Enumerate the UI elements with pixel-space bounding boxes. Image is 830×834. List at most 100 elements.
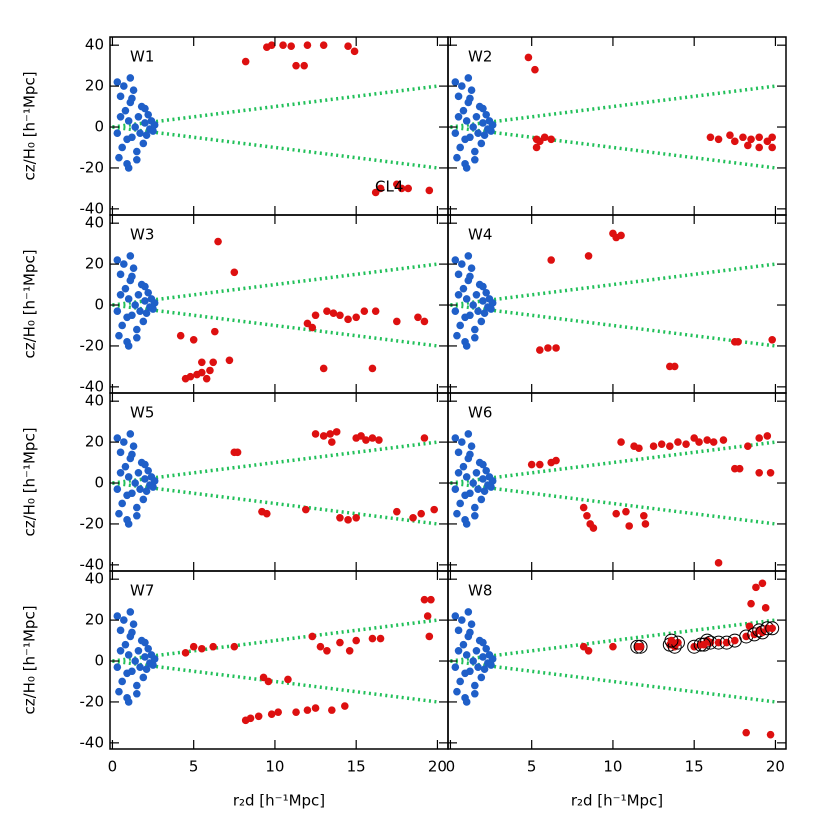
point xyxy=(134,646,143,655)
point xyxy=(198,368,206,377)
point-ring xyxy=(765,621,780,636)
point xyxy=(133,503,141,512)
point xyxy=(124,164,133,172)
point xyxy=(456,499,464,508)
point xyxy=(467,620,476,628)
point xyxy=(635,444,643,453)
point xyxy=(341,702,349,710)
point xyxy=(116,646,125,655)
point xyxy=(344,516,352,524)
point xyxy=(115,153,123,162)
point xyxy=(124,295,133,303)
point xyxy=(142,131,151,140)
point xyxy=(474,307,482,315)
point xyxy=(758,579,767,588)
point xyxy=(311,430,320,438)
point xyxy=(714,559,723,567)
point xyxy=(279,41,287,49)
point xyxy=(316,642,325,651)
panel-label: W2 xyxy=(468,48,492,66)
point xyxy=(454,290,463,299)
panel-label: W5 xyxy=(130,404,154,422)
point xyxy=(368,364,377,373)
point xyxy=(115,509,123,518)
point xyxy=(451,78,460,86)
point xyxy=(319,432,328,440)
point xyxy=(142,309,151,318)
point xyxy=(579,503,588,512)
point xyxy=(362,436,370,444)
point xyxy=(462,473,471,481)
point xyxy=(123,313,131,322)
point xyxy=(124,520,133,528)
point xyxy=(722,638,731,647)
point xyxy=(128,450,136,459)
panel-label: W8 xyxy=(468,582,492,600)
point xyxy=(469,657,477,665)
point xyxy=(666,442,674,450)
point xyxy=(532,143,541,152)
point xyxy=(458,260,466,268)
point xyxy=(141,282,149,291)
y-tick-label: 0 xyxy=(94,474,104,492)
point xyxy=(124,651,133,659)
point xyxy=(118,321,126,330)
point xyxy=(409,514,417,522)
point xyxy=(480,487,489,496)
point xyxy=(469,123,477,131)
point xyxy=(480,131,489,140)
point xyxy=(755,143,763,152)
point xyxy=(456,143,464,152)
point xyxy=(246,714,255,723)
point xyxy=(129,86,138,94)
point xyxy=(464,430,473,438)
point xyxy=(734,338,742,346)
point xyxy=(120,260,128,268)
point xyxy=(404,184,412,193)
point xyxy=(464,608,473,616)
point xyxy=(456,677,464,686)
point xyxy=(768,336,776,344)
point xyxy=(735,464,744,473)
point xyxy=(462,698,471,706)
point xyxy=(371,307,380,315)
point xyxy=(552,344,560,352)
point xyxy=(202,374,211,383)
point xyxy=(149,127,157,135)
point xyxy=(466,272,474,281)
point xyxy=(144,644,152,653)
point xyxy=(336,514,344,522)
point xyxy=(128,628,136,637)
point xyxy=(267,41,276,49)
point xyxy=(584,646,593,655)
point xyxy=(479,638,487,647)
point xyxy=(451,434,460,442)
point xyxy=(464,252,473,260)
point xyxy=(420,317,429,326)
x-tick-label: 5 xyxy=(189,758,199,776)
point xyxy=(544,344,552,352)
point xyxy=(376,634,385,643)
point xyxy=(128,94,136,103)
reference-line xyxy=(450,262,776,307)
point xyxy=(742,632,750,641)
point xyxy=(719,436,728,444)
panel-label: W1 xyxy=(130,48,154,66)
point xyxy=(376,184,385,193)
point xyxy=(488,299,497,307)
x-tick-label: 20 xyxy=(766,758,785,776)
point xyxy=(768,133,776,142)
point xyxy=(462,342,471,350)
point xyxy=(267,710,276,719)
point xyxy=(124,342,133,350)
point xyxy=(487,305,495,313)
point xyxy=(319,41,328,49)
point xyxy=(142,665,151,674)
point xyxy=(454,92,463,101)
point xyxy=(589,524,598,532)
point xyxy=(116,270,125,279)
point xyxy=(454,448,463,457)
y-tick-label: -20 xyxy=(80,692,105,710)
point xyxy=(121,462,130,471)
point xyxy=(472,646,481,655)
